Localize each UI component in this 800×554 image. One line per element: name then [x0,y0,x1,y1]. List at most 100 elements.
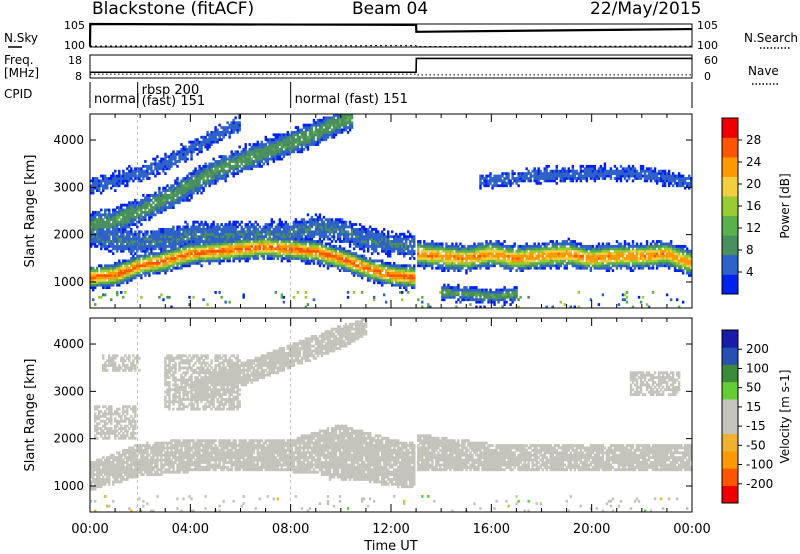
power-panel-cell [395,264,398,268]
power-panel-cell [246,160,249,163]
power-panel-cell [368,232,372,236]
power-panel-cell [431,259,434,263]
power-panel-cell [112,271,115,275]
power-panel-cell [296,247,300,251]
power-panel-cell [463,293,466,297]
power-panel-cell [477,247,480,251]
power-panel-cell [254,152,257,156]
power-panel-cell [204,227,207,231]
power-panel-cell [364,244,368,248]
power-panel-cell [200,140,203,144]
power-panel-cell [334,130,338,134]
power-panel-cell [324,232,328,236]
power-panel-cell [272,220,276,224]
power-panel-cell [435,259,438,263]
power-panel-cell [409,276,412,280]
power-panel-cell [166,232,169,236]
power-panel-cell [401,271,404,275]
power-panel-cell [280,259,284,263]
power-panel-cell [493,179,496,183]
power-panel-cell [206,138,209,142]
power-panel-cell [128,266,131,270]
power-panel-cell [210,227,213,231]
power-panel-cell [118,227,121,231]
power-panel-cell [118,264,121,268]
power-panel-cell [505,291,508,294]
power-panel-cell [300,254,304,258]
power-panel-cell [96,223,99,226]
power-panel-cell [120,235,123,239]
power-panel-cell [216,160,219,163]
power-panel-cell [244,162,247,166]
power-panel-cell [248,244,251,248]
power-panel-cell [260,147,263,151]
power-panel-cell [340,121,344,125]
power-panel-cell [92,271,95,275]
power-panel-cell [172,257,175,260]
power-panel-cell [218,169,221,173]
power-panel-cell [411,278,414,282]
power-panel-cell [250,152,253,156]
power-panel-cell [509,259,512,263]
power-panel-cell [116,220,119,224]
power-panel-cell [160,244,163,248]
power-panel-cell [230,227,233,231]
power-panel-cell [194,247,197,251]
power-panel-cell [220,223,223,226]
power-panel-cell [338,257,342,260]
power-panel-cell [350,230,354,234]
power-panel-cell [334,218,338,222]
power-panel-cell [360,240,364,243]
power-panel-cell [218,237,221,241]
power-panel-cell [318,235,322,239]
power-panel-cell [256,235,259,239]
power-panel-cell [214,242,217,246]
power-panel-cell [196,174,199,178]
power-panel-cell [114,240,117,243]
power-panel-cell [320,128,324,132]
power-panel-cell [290,254,294,258]
power-panel-cell [298,138,302,142]
power-panel-cell [122,232,125,236]
power-panel-cell [501,179,504,183]
power-panel-cell [378,235,382,239]
power-panel-cell [172,191,175,195]
power-panel-cell [487,291,490,294]
power-panel-cell [140,247,143,251]
power-panel-cell [112,223,115,226]
power-panel-cell [322,116,326,120]
power-panel-cell [114,230,117,234]
power-panel-cell [256,242,259,246]
power-panel-cell [106,283,109,287]
power-panel-cell [298,237,302,241]
power-panel-cell [178,196,181,200]
power-panel-cell [461,264,464,268]
power-panel-cell [395,232,398,236]
power-panel-cell [106,177,109,180]
power-panel-cell [282,295,286,299]
power-panel-cell [200,249,203,253]
power-panel-cell [306,252,310,256]
power-panel-cell [144,257,147,260]
power-panel-cell [200,191,203,195]
power-panel-cell [425,259,428,263]
power-panel-cell [505,184,508,188]
power-panel-cell [236,257,239,260]
power-panel-cell [256,223,259,226]
power-panel-cell [477,257,480,260]
power-panel-cell [399,240,402,243]
power-panel-cell [218,257,221,260]
power-panel-cell [509,264,512,268]
power-panel-cell [112,172,115,176]
power-panel-cell [226,232,229,236]
power-panel-cell [282,249,286,253]
power-panel-cell [393,274,396,277]
power-panel-cell [104,274,107,277]
power-panel-cell [336,218,340,222]
power-panel-cell [96,232,99,236]
power-panel-cell [220,164,223,168]
power-panel-cell [180,194,183,197]
power-panel-cell [226,259,229,263]
power-panel-cell [160,167,163,171]
power-panel-cell [270,225,274,229]
